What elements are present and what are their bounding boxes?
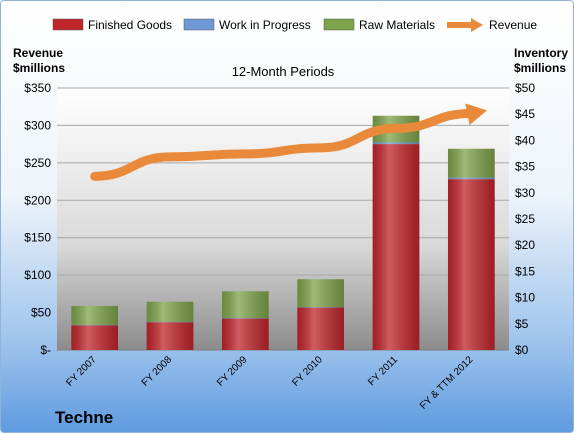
legend-label: Work in Progress xyxy=(219,18,311,32)
right-tick-label: $40 xyxy=(515,133,535,147)
revenue-line-path xyxy=(90,108,476,181)
left-tick-label: $- xyxy=(40,343,51,357)
company-name: Techne xyxy=(55,408,113,427)
left-tick-label: $350 xyxy=(24,81,51,95)
legend-label: Finished Goods xyxy=(88,18,172,32)
bar-gloss xyxy=(372,142,420,145)
bar-gloss xyxy=(146,321,194,323)
right-tick-label: $25 xyxy=(515,212,535,226)
bar-gloss xyxy=(221,318,269,350)
left-axis-unit: $millions xyxy=(13,61,65,75)
bar-gloss xyxy=(297,307,345,308)
left-tick-label: $100 xyxy=(24,268,51,282)
bars xyxy=(71,115,495,350)
right-tick-label: $50 xyxy=(515,81,535,95)
legend-swatch-arrow xyxy=(471,18,483,32)
category-label: FY 2010 xyxy=(290,354,325,389)
legend-label: Raw Materials xyxy=(359,18,435,32)
right-tick-label: $10 xyxy=(515,291,535,305)
right-tick-label: $0 xyxy=(515,343,529,357)
plot-area xyxy=(57,88,509,350)
bar-gloss xyxy=(297,307,345,350)
titles: 12-Month PeriodsRevenue$millionsInventor… xyxy=(13,46,568,427)
left-tick-label: $250 xyxy=(24,156,51,170)
left-axis-title: Revenue xyxy=(13,46,63,60)
left-tick-label: $300 xyxy=(24,118,51,132)
right-tick-label: $35 xyxy=(515,160,535,174)
legend-swatch xyxy=(52,18,84,31)
right-tick-label: $5 xyxy=(515,317,529,331)
category-label: FY 2009 xyxy=(215,354,250,389)
left-tick-label: $200 xyxy=(24,193,51,207)
bar-gloss xyxy=(71,305,119,325)
bar-gloss xyxy=(221,291,269,319)
bar-gloss xyxy=(447,177,495,180)
revenue-line xyxy=(90,103,488,181)
category-label: FY 2008 xyxy=(140,354,175,389)
bar-gloss xyxy=(447,148,495,178)
bar-gloss xyxy=(221,318,269,319)
bar-gloss xyxy=(372,144,420,350)
legend-label: Revenue xyxy=(489,18,537,32)
chart-subtitle: 12-Month Periods xyxy=(232,64,335,79)
legend: Finished Goods Work in Progress Raw Materi… xyxy=(52,18,537,32)
right-tick-label: $30 xyxy=(515,186,535,200)
right-tick-label: $20 xyxy=(515,238,535,252)
bar-gloss xyxy=(146,301,194,322)
right-axis-title: Inventory xyxy=(514,46,568,60)
right-axis-unit: $millions xyxy=(514,61,566,75)
legend-swatch xyxy=(183,18,215,31)
bar-gloss xyxy=(71,324,119,326)
left-tick-label: $150 xyxy=(24,231,51,245)
revenue-arrowhead xyxy=(465,103,488,126)
bar-gloss xyxy=(447,179,495,350)
left-tick-label: $50 xyxy=(31,306,51,320)
right-tick-label: $45 xyxy=(515,107,535,121)
category-label: FY 2011 xyxy=(366,354,400,388)
category-label: FY & TTM 2012 xyxy=(418,354,476,412)
category-label: FY 2007 xyxy=(64,354,99,389)
bar-gloss xyxy=(297,279,345,308)
bar-gloss xyxy=(71,325,119,350)
right-tick-label: $15 xyxy=(515,264,535,278)
legend-swatch xyxy=(323,18,355,31)
bar-gloss xyxy=(146,322,194,350)
